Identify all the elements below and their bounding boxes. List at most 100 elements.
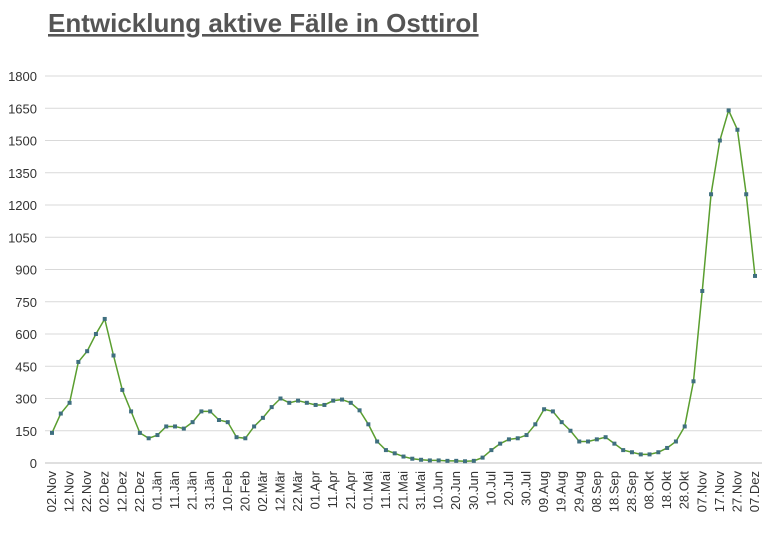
x-tick-label: 31.Mai	[413, 471, 428, 510]
data-point	[375, 439, 380, 444]
data-point	[568, 428, 573, 433]
x-tick-label: 02.Nov	[44, 471, 59, 513]
data-point	[392, 451, 397, 456]
data-point	[638, 452, 643, 457]
data-point	[577, 439, 582, 444]
x-tick-label: 19.Aug	[554, 471, 569, 512]
x-tick-label: 09.Aug	[536, 471, 551, 512]
data-point	[542, 407, 547, 412]
chart-title: Entwicklung aktive Fälle in Osttirol	[48, 8, 479, 38]
x-tick-label: 20.Jul	[501, 471, 516, 506]
x-tick-label: 10.Jul	[483, 471, 498, 506]
x-tick-label: 08.Okt	[642, 471, 657, 510]
data-point	[287, 400, 292, 405]
x-tick-label: 01.Apr	[308, 470, 323, 509]
data-point	[129, 409, 134, 414]
data-point	[612, 441, 617, 446]
data-point	[260, 415, 265, 420]
data-point	[463, 459, 468, 464]
data-point	[216, 418, 221, 422]
y-tick-label: 1050	[8, 230, 37, 245]
data-point	[515, 436, 520, 441]
y-tick-label: 450	[15, 359, 37, 374]
data-point	[348, 400, 353, 405]
x-tick-label: 28.Okt	[677, 471, 692, 510]
data-point	[621, 448, 626, 453]
x-tick-label: 10.Feb	[220, 471, 235, 511]
x-tick-label: 22.Nov	[79, 471, 94, 513]
data-point	[199, 409, 204, 414]
data-point	[471, 458, 476, 463]
data-point	[102, 316, 107, 321]
y-tick-label: 1800	[8, 69, 37, 84]
data-point	[366, 422, 371, 427]
data-point	[550, 409, 555, 414]
x-tick-label: 11.Mai	[378, 471, 393, 509]
data-point	[120, 387, 125, 392]
x-tick-label: 18.Sep	[606, 471, 621, 512]
x-tick-label: 12.Mär	[272, 470, 287, 511]
y-tick-label: 600	[15, 327, 37, 342]
data-point	[506, 437, 511, 442]
y-tick-label: 750	[15, 295, 37, 310]
data-point	[691, 379, 696, 384]
data-point	[709, 192, 714, 197]
x-tick-label: 30.Jun	[466, 471, 481, 510]
data-point	[76, 359, 81, 364]
y-tick-label: 1650	[8, 101, 37, 116]
x-tick-label: 11.Apr	[325, 470, 340, 508]
data-point	[339, 397, 344, 402]
y-tick-label: 0	[30, 456, 37, 471]
data-point	[85, 349, 90, 354]
data-point	[445, 458, 450, 463]
data-point	[489, 448, 494, 453]
data-point	[181, 426, 186, 431]
data-point	[164, 424, 169, 429]
x-tick-label: 07.Nov	[694, 471, 709, 513]
x-tick-label: 20.Jun	[448, 471, 463, 510]
data-point	[454, 458, 459, 463]
data-point	[173, 424, 178, 429]
x-tick-label: 22.Mär	[290, 470, 305, 511]
data-point	[665, 445, 670, 450]
data-point	[278, 396, 283, 401]
data-point	[50, 430, 54, 435]
data-point	[331, 398, 336, 403]
y-tick-label: 300	[15, 392, 37, 407]
data-point	[383, 448, 388, 453]
data-point	[93, 332, 98, 336]
data-point	[410, 456, 415, 461]
data-point	[269, 405, 274, 410]
data-point	[111, 353, 116, 358]
data-point	[726, 108, 731, 113]
data-point	[225, 420, 230, 425]
data-line	[51, 108, 756, 463]
data-point	[594, 437, 599, 442]
data-point	[252, 424, 257, 429]
x-tick-label: 21.Mai	[396, 471, 411, 510]
x-tick-label: 30.Jul	[519, 471, 534, 506]
y-tick-label: 1350	[8, 166, 37, 181]
data-point	[533, 422, 538, 427]
data-point	[208, 409, 213, 414]
y-tick-label: 150	[15, 424, 37, 439]
x-tick-label: 12.Nov	[62, 471, 77, 513]
data-point	[296, 398, 301, 403]
data-point	[146, 436, 151, 441]
x-tick-label: 17.Nov	[712, 471, 727, 513]
data-point	[427, 458, 432, 463]
x-tick-label: 07.Dez	[747, 471, 762, 512]
data-point	[647, 452, 652, 457]
data-point	[67, 400, 72, 405]
data-point	[524, 433, 529, 438]
data-point	[753, 273, 757, 278]
x-tick-label: 12.Dez	[114, 471, 129, 512]
data-point	[234, 435, 239, 440]
y-tick-label: 1500	[8, 134, 37, 149]
data-point	[717, 138, 722, 143]
data-point	[190, 420, 195, 425]
data-point	[603, 435, 608, 440]
y-tick-label: 1200	[8, 198, 37, 213]
data-point	[58, 411, 63, 416]
